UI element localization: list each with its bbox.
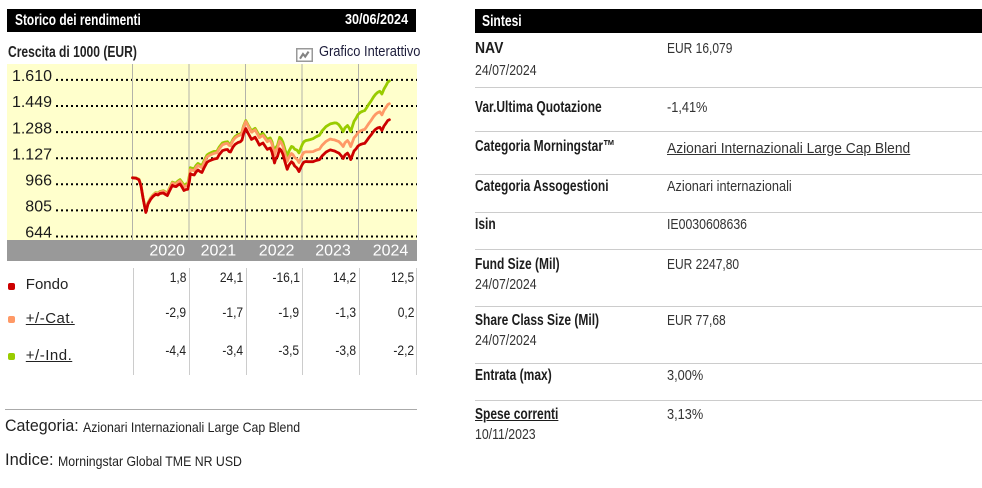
svg-text:644: 644 — [25, 225, 52, 242]
svg-text:2023: 2023 — [315, 243, 351, 260]
svg-text:1.288: 1.288 — [12, 120, 52, 137]
svg-text:1.127: 1.127 — [12, 146, 52, 163]
svg-text:1.610: 1.610 — [12, 68, 52, 85]
svg-text:966: 966 — [25, 173, 52, 190]
svg-text:1.449: 1.449 — [12, 94, 52, 111]
svg-text:2024: 2024 — [373, 243, 409, 260]
svg-text:2022: 2022 — [259, 243, 295, 260]
svg-text:805: 805 — [25, 199, 52, 216]
svg-text:2021: 2021 — [201, 243, 237, 260]
svg-text:2020: 2020 — [149, 243, 185, 260]
